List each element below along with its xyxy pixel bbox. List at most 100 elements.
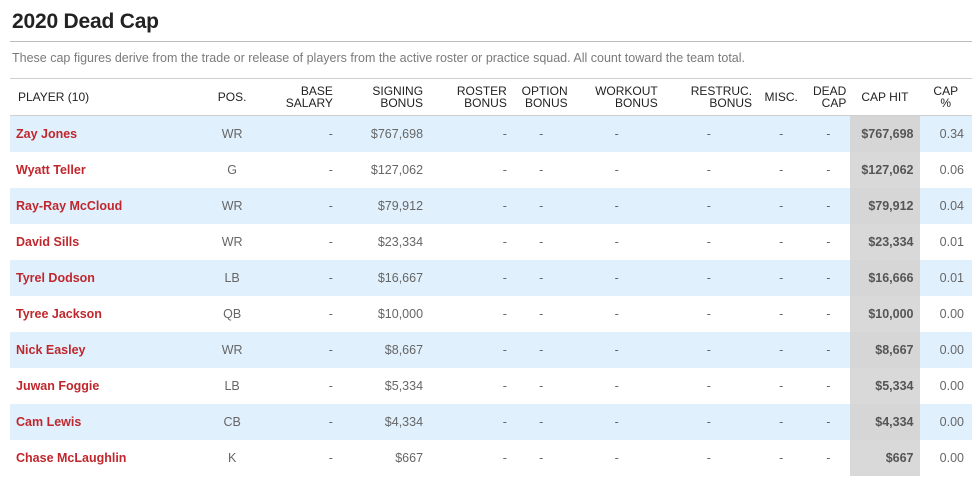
player-link[interactable]: Wyatt Teller — [16, 162, 86, 177]
cell-cap-pct: 0.04 — [939, 198, 964, 213]
cell-cap-hit: $5,334 — [850, 367, 920, 404]
cell-restruc-bonus: - — [706, 450, 711, 465]
cell-restruc-bonus: - — [706, 234, 711, 249]
cell-restruc-bonus: - — [706, 198, 711, 213]
cell-roster-bonus: - — [502, 414, 507, 429]
cell-cap-pct: 0.00 — [939, 306, 964, 321]
cell-option-bonus: - — [539, 126, 544, 141]
cell-restruc-bonus: - — [706, 126, 711, 141]
cell-workout-bonus: - — [614, 378, 619, 393]
header-player[interactable]: PLAYER (10) — [18, 90, 90, 104]
player-link[interactable]: Chase McLaughlin — [16, 450, 127, 465]
header-cap-hit[interactable]: CAP HIT — [861, 90, 909, 104]
cell-base-salary: - — [328, 198, 333, 213]
cell-dead-cap: - — [826, 234, 831, 249]
cell-signing-bonus: $79,912 — [377, 198, 424, 213]
cell-roster-bonus: - — [502, 234, 507, 249]
cell-pos: WR — [221, 234, 243, 249]
table-row: Zay Jones WR - $767,698 - - - - - - $767… — [10, 115, 972, 152]
cell-cap-pct: 0.01 — [939, 234, 964, 249]
cell-pos: LB — [224, 378, 240, 393]
cell-roster-bonus: - — [502, 378, 507, 393]
header-option-bonus[interactable]: OPTION BONUS — [521, 84, 568, 110]
cell-restruc-bonus: - — [706, 270, 711, 285]
table-row: Nick Easley WR - $8,667 - - - - - - $8,6… — [10, 331, 972, 368]
cell-signing-bonus: $10,000 — [377, 306, 424, 321]
cell-misc: - — [779, 306, 784, 321]
player-link[interactable]: Tyrel Dodson — [16, 270, 95, 285]
cell-signing-bonus: $16,667 — [377, 270, 424, 285]
cell-roster-bonus: - — [502, 126, 507, 141]
cell-restruc-bonus: - — [706, 162, 711, 177]
header-dead-cap[interactable]: DEAD CAP — [813, 84, 847, 110]
cell-workout-bonus: - — [614, 342, 619, 357]
player-link[interactable]: David Sills — [16, 234, 80, 249]
cell-dead-cap: - — [826, 126, 831, 141]
cell-option-bonus: - — [539, 270, 544, 285]
header-cap-pct[interactable]: CAP% — [933, 84, 959, 110]
cell-misc: - — [779, 414, 784, 429]
cell-base-salary: - — [328, 126, 333, 141]
cell-cap-hit: $10,000 — [850, 295, 920, 332]
cell-base-salary: - — [328, 162, 333, 177]
header-pos[interactable]: POS. — [217, 90, 247, 104]
cell-option-bonus: - — [539, 198, 544, 213]
cell-cap-pct: 0.00 — [939, 378, 964, 393]
cell-dead-cap: - — [826, 414, 831, 429]
header-restruc-bonus[interactable]: RESTRUC. BONUS — [690, 84, 753, 110]
cell-base-salary: - — [328, 414, 333, 429]
table-row: Ray-Ray McCloud WR - $79,912 - - - - - -… — [10, 187, 972, 224]
cell-roster-bonus: - — [502, 270, 507, 285]
dead-cap-table: PLAYER (10) POS. BASE SALARY SIGNING BONUS… — [10, 78, 972, 476]
cell-cap-pct: 0.06 — [939, 162, 964, 177]
player-link[interactable]: Zay Jones — [16, 126, 78, 141]
player-link[interactable]: Ray-Ray McCloud — [16, 198, 123, 213]
player-link[interactable]: Nick Easley — [16, 342, 86, 357]
cell-workout-bonus: - — [614, 234, 619, 249]
table-row: David Sills WR - $23,334 - - - - - - $23… — [10, 223, 972, 260]
cell-roster-bonus: - — [502, 162, 507, 177]
cell-cap-hit: $23,334 — [850, 223, 920, 260]
header-misc[interactable]: MISC. — [764, 90, 798, 104]
cell-cap-hit: $667 — [850, 439, 920, 476]
cell-base-salary: - — [328, 306, 333, 321]
table-row: Wyatt Teller G - $127,062 - - - - - - $1… — [10, 151, 972, 188]
cell-misc: - — [779, 450, 784, 465]
table-header-row: PLAYER (10) POS. BASE SALARY SIGNING BONUS… — [10, 78, 972, 116]
cell-option-bonus: - — [539, 378, 544, 393]
cell-option-bonus: - — [539, 342, 544, 357]
cell-workout-bonus: - — [614, 270, 619, 285]
cell-workout-bonus: - — [614, 306, 619, 321]
header-workout-bonus[interactable]: WORKOUT BONUS — [595, 84, 658, 110]
cell-signing-bonus: $23,334 — [377, 234, 424, 249]
header-roster-bonus[interactable]: ROSTER BONUS — [456, 84, 507, 110]
cell-option-bonus: - — [539, 234, 544, 249]
header-signing-bonus[interactable]: SIGNING BONUS — [372, 84, 424, 110]
cell-workout-bonus: - — [614, 450, 619, 465]
cell-dead-cap: - — [826, 270, 831, 285]
cell-misc: - — [779, 270, 784, 285]
player-link[interactable]: Cam Lewis — [16, 414, 82, 429]
cell-restruc-bonus: - — [706, 306, 711, 321]
cell-signing-bonus: $4,334 — [384, 414, 424, 429]
cell-pos: QB — [223, 306, 242, 321]
player-link[interactable]: Tyree Jackson — [16, 306, 102, 321]
cell-pos: WR — [221, 198, 243, 213]
cell-dead-cap: - — [826, 306, 831, 321]
cell-pos: G — [227, 162, 237, 177]
cell-roster-bonus: - — [502, 450, 507, 465]
cell-pos: WR — [221, 126, 243, 141]
table-body: Zay Jones WR - $767,698 - - - - - - $767… — [10, 115, 972, 476]
cell-dead-cap: - — [826, 342, 831, 357]
player-link[interactable]: Juwan Foggie — [16, 378, 100, 393]
cell-cap-hit: $16,666 — [850, 259, 920, 296]
cell-cap-hit: $4,334 — [850, 403, 920, 440]
title-divider — [10, 41, 972, 42]
cell-cap-pct: 0.00 — [939, 414, 964, 429]
cell-workout-bonus: - — [614, 414, 619, 429]
cell-dead-cap: - — [826, 162, 831, 177]
header-base-salary[interactable]: BASE SALARY — [285, 84, 333, 110]
cell-dead-cap: - — [826, 450, 831, 465]
cell-misc: - — [779, 126, 784, 141]
cell-signing-bonus: $767,698 — [370, 126, 424, 141]
